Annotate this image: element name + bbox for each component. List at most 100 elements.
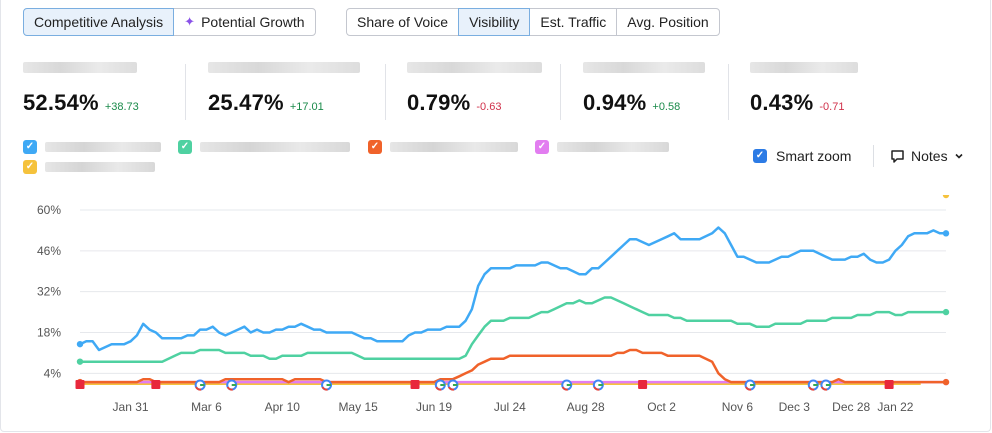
checkbox-icon: ✓ — [535, 140, 549, 154]
metric-card[interactable]: 52.54% +38.73 — [23, 62, 163, 122]
google-update-icon[interactable] — [226, 379, 238, 391]
series-start-point — [76, 340, 84, 348]
visibility-line-chart: 60% 46% 32% 18% 4% Jan 31 Mar 6 Apr 10 May 15 Ju… — [37, 195, 950, 414]
series-start-point — [76, 358, 84, 365]
tab-label: Potential Growth — [201, 14, 305, 30]
mode-tabs: Competitive Analysis ✦ Potential Growth — [23, 8, 316, 36]
y-tick-label: 32% — [37, 285, 61, 299]
checkbox-icon: ✓ — [23, 140, 37, 154]
metric-delta: -0.63 — [476, 101, 502, 113]
x-tick-label: Jul 24 — [494, 400, 526, 414]
x-tick-label: Jan 22 — [877, 400, 913, 414]
metric-card[interactable]: 25.47% +17.01 — [208, 62, 368, 122]
legend-label-blurred — [390, 142, 518, 152]
competitor-name-blurred — [583, 62, 705, 73]
series-line-1[interactable] — [79, 226, 946, 352]
metric-divider — [560, 64, 561, 120]
y-tick-label: 18% — [37, 326, 61, 340]
google-update-icon[interactable] — [321, 379, 333, 391]
series-line-2[interactable] — [80, 296, 946, 363]
metric-divider — [728, 64, 729, 120]
flag-marker-icon[interactable] — [410, 380, 420, 389]
google-update-icon[interactable] — [561, 379, 573, 391]
series-end-point — [942, 308, 950, 316]
google-update-icon[interactable] — [592, 379, 604, 391]
x-tick-label: Mar 6 — [191, 400, 222, 414]
series-end-point — [942, 195, 950, 199]
tab-label: Share of Voice — [357, 14, 449, 30]
google-update-icon[interactable] — [447, 379, 459, 391]
metric-value: 0.43% — [750, 90, 814, 115]
legend-item-3[interactable]: ✓ — [368, 140, 518, 154]
tab-visibility[interactable]: Visibility — [458, 8, 531, 36]
flag-marker-icon[interactable] — [638, 380, 648, 389]
x-tick-label: May 15 — [338, 400, 378, 414]
legend-item-4[interactable]: ✓ — [535, 140, 669, 154]
metric-tabs: Share of Voice Visibility Est. Traffic A… — [346, 8, 720, 36]
tab-potential-growth[interactable]: ✦ Potential Growth — [173, 8, 316, 36]
google-update-icon[interactable] — [434, 379, 446, 391]
notes-button[interactable]: Notes — [890, 148, 964, 164]
checkbox-icon: ✓ — [178, 140, 192, 154]
metric-delta: +0.58 — [652, 101, 681, 113]
tab-est-traffic[interactable]: Est. Traffic — [529, 8, 618, 36]
legend-label-blurred — [557, 142, 669, 152]
legend-label-blurred — [200, 142, 350, 152]
google-update-icon[interactable] — [820, 379, 832, 391]
smart-zoom-label: Smart zoom — [776, 148, 852, 164]
metric-divider — [185, 64, 186, 120]
legend-item-2[interactable]: ✓ — [178, 140, 350, 154]
metric-delta: +17.01 — [289, 101, 324, 113]
x-tick-label: Jan 31 — [113, 400, 149, 414]
note-icon — [891, 149, 904, 163]
metric-delta: +38.73 — [104, 101, 139, 113]
flag-marker-icon[interactable] — [884, 380, 894, 389]
legend-item-1[interactable]: ✓ — [23, 140, 161, 154]
legend-label-blurred — [45, 142, 161, 152]
series-end-point — [942, 230, 950, 237]
x-tick-label: Dec 28 — [832, 400, 870, 414]
competitor-name-blurred — [750, 62, 858, 73]
legend-label-blurred — [45, 162, 155, 172]
google-update-icon[interactable] — [194, 379, 206, 391]
legend-item-5[interactable]: ✓ — [23, 160, 155, 174]
smart-zoom-toggle[interactable]: ✓ Smart zoom — [753, 148, 851, 164]
metric-value: 0.79% — [407, 90, 471, 115]
notes-label: Notes — [911, 148, 948, 164]
google-update-icon[interactable] — [807, 379, 819, 391]
tab-label: Visibility — [469, 14, 520, 30]
metric-value: 52.54% — [23, 90, 99, 115]
google-update-icon[interactable] — [744, 379, 756, 391]
metric-value: 0.94% — [583, 90, 647, 115]
x-tick-label: Apr 10 — [265, 400, 301, 414]
metric-divider — [385, 64, 386, 120]
x-tick-label: Aug 28 — [567, 400, 605, 414]
competitor-name-blurred — [208, 62, 360, 73]
tab-avg-position[interactable]: Avg. Position — [616, 8, 720, 36]
checkbox-icon: ✓ — [753, 149, 767, 163]
x-tick-label: Dec 3 — [779, 400, 811, 414]
x-tick-label: Oct 2 — [647, 400, 676, 414]
y-tick-label: 4% — [44, 366, 62, 380]
tab-share-of-voice[interactable]: Share of Voice — [346, 8, 460, 36]
series-end-point — [942, 378, 950, 386]
metric-card[interactable]: 0.79% -0.63 — [407, 62, 547, 122]
tab-label: Competitive Analysis — [34, 14, 164, 30]
chevron-down-icon — [955, 153, 963, 159]
tab-competitive-analysis[interactable]: Competitive Analysis — [23, 8, 175, 36]
sparkle-icon: ✦ — [184, 14, 196, 29]
flag-marker-icon[interactable] — [75, 380, 85, 389]
x-tick-label: Nov 6 — [722, 400, 754, 414]
x-tick-label: Jun 19 — [416, 400, 452, 414]
y-tick-label: 46% — [37, 244, 61, 258]
series-line-3[interactable] — [80, 348, 946, 384]
y-tick-label: 60% — [37, 203, 61, 217]
metric-delta: -0.71 — [819, 101, 845, 113]
flag-marker-icon[interactable] — [151, 380, 161, 389]
divider — [873, 145, 874, 167]
metric-card[interactable]: 0.94% +0.58 — [583, 62, 723, 122]
metric-card[interactable]: 0.43% -0.71 — [750, 62, 890, 122]
competitor-name-blurred — [407, 62, 542, 73]
checkbox-icon: ✓ — [368, 140, 382, 154]
